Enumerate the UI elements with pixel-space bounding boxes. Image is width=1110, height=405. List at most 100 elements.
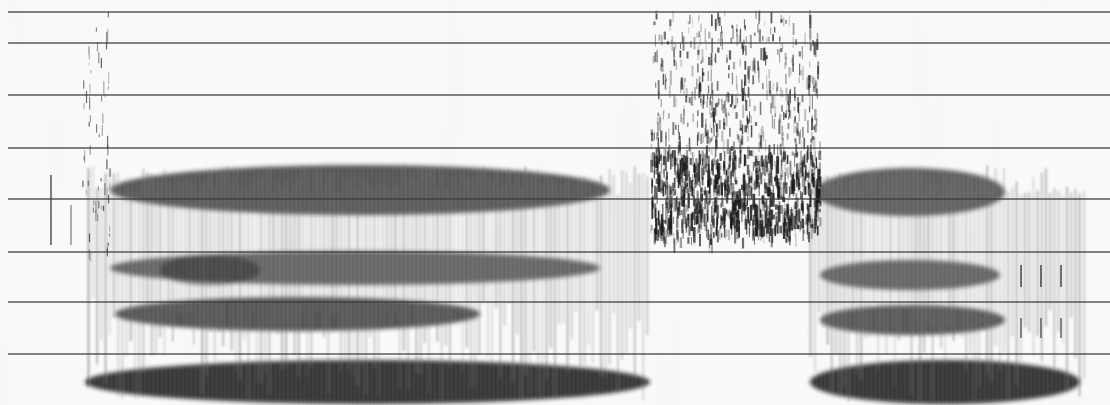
striation-gap xyxy=(316,160,318,405)
voicing-striation xyxy=(260,178,262,384)
striation-gap xyxy=(959,160,961,405)
noise-speck xyxy=(696,134,698,146)
noise-speck xyxy=(813,84,815,88)
noise-speck xyxy=(726,176,729,189)
noise-speck xyxy=(661,60,664,73)
voicing-striation xyxy=(1015,181,1018,385)
striation-gap xyxy=(644,160,646,405)
noise-speck xyxy=(700,218,703,230)
voicing-striation xyxy=(197,191,199,326)
noise-speck xyxy=(718,98,720,105)
noise-speck xyxy=(754,161,757,167)
noise-speck xyxy=(673,49,675,57)
noise-speck xyxy=(746,183,749,196)
noise-speck xyxy=(662,169,664,175)
noise-speck xyxy=(757,216,759,230)
noise-speck xyxy=(711,101,714,111)
striation-gap xyxy=(182,160,184,405)
voicing-striation xyxy=(411,173,413,306)
striation-gap xyxy=(921,160,923,405)
noise-speck xyxy=(780,195,783,200)
noise-speck xyxy=(665,187,667,194)
noise-speck xyxy=(657,163,659,178)
striation-gap xyxy=(497,160,499,405)
noise-speck xyxy=(749,204,753,221)
noise-speck xyxy=(682,179,684,193)
noise-speck xyxy=(796,224,800,230)
noise-speck xyxy=(728,65,730,70)
voicing-striation xyxy=(604,191,607,379)
onset-speck xyxy=(87,180,89,187)
noise-speck xyxy=(815,180,817,191)
voicing-striation xyxy=(520,187,523,399)
noise-speck xyxy=(683,109,685,117)
noise-speck xyxy=(683,186,685,204)
noise-speck xyxy=(685,87,688,98)
noise-speck xyxy=(711,238,713,254)
noise-speck xyxy=(654,228,657,234)
noise-speck xyxy=(686,203,688,214)
noise-speck xyxy=(724,179,727,198)
noise-speck xyxy=(710,94,712,99)
noise-speck xyxy=(728,155,731,168)
noise-speck xyxy=(786,203,790,215)
noise-speck xyxy=(661,35,663,46)
noise-speck xyxy=(755,204,759,221)
noise-speck xyxy=(652,152,655,167)
noise-speck xyxy=(788,116,790,120)
striation-gap xyxy=(610,160,612,405)
noise-speck xyxy=(813,230,815,234)
noise-speck xyxy=(773,118,776,130)
voicing-striation xyxy=(864,178,867,340)
voicing-striation xyxy=(298,178,300,377)
noise-speck xyxy=(685,95,688,103)
voicing-striation xyxy=(906,177,909,308)
noise-speck xyxy=(659,225,663,239)
voicing-striation xyxy=(201,184,203,394)
noise-speck xyxy=(723,182,726,187)
noise-speck xyxy=(747,66,750,79)
noise-speck xyxy=(737,198,741,210)
noise-speck xyxy=(732,183,735,195)
noise-speck xyxy=(733,163,736,171)
noise-speck xyxy=(697,163,701,182)
noise-speck xyxy=(791,174,795,191)
voicing-striation xyxy=(327,174,329,393)
noise-speck xyxy=(706,100,708,108)
noise-speck xyxy=(766,160,768,175)
onset-speck xyxy=(108,233,111,237)
noise-speck xyxy=(689,14,691,24)
noise-speck xyxy=(766,191,769,197)
noise-speck xyxy=(818,188,821,196)
noise-speck xyxy=(808,76,810,81)
voicing-striation xyxy=(533,175,535,352)
noise-speck xyxy=(752,219,754,227)
noise-speck xyxy=(787,101,789,105)
striation-gap xyxy=(900,160,902,405)
noise-speck xyxy=(787,104,791,112)
noise-speck xyxy=(792,63,794,72)
noise-speck xyxy=(712,121,714,128)
noise-speck xyxy=(743,81,745,96)
noise-speck xyxy=(803,229,805,234)
noise-speck xyxy=(793,119,795,134)
noise-speck xyxy=(760,128,762,143)
noise-speck xyxy=(707,170,710,180)
noise-speck xyxy=(780,15,783,24)
noise-speck xyxy=(732,161,735,178)
noise-speck xyxy=(794,153,796,167)
noise-speck xyxy=(667,151,670,162)
noise-speck xyxy=(704,186,706,197)
voicing-striation xyxy=(310,193,313,368)
noise-speck xyxy=(780,181,782,186)
voicing-striation xyxy=(377,185,380,395)
noise-speck xyxy=(807,180,809,194)
noise-speck xyxy=(710,112,712,118)
noise-speck xyxy=(720,98,723,103)
noise-speck xyxy=(783,151,786,160)
noise-speck xyxy=(772,214,775,220)
noise-speck xyxy=(812,223,814,231)
noise-speck xyxy=(716,219,718,231)
noise-speck xyxy=(674,198,678,211)
